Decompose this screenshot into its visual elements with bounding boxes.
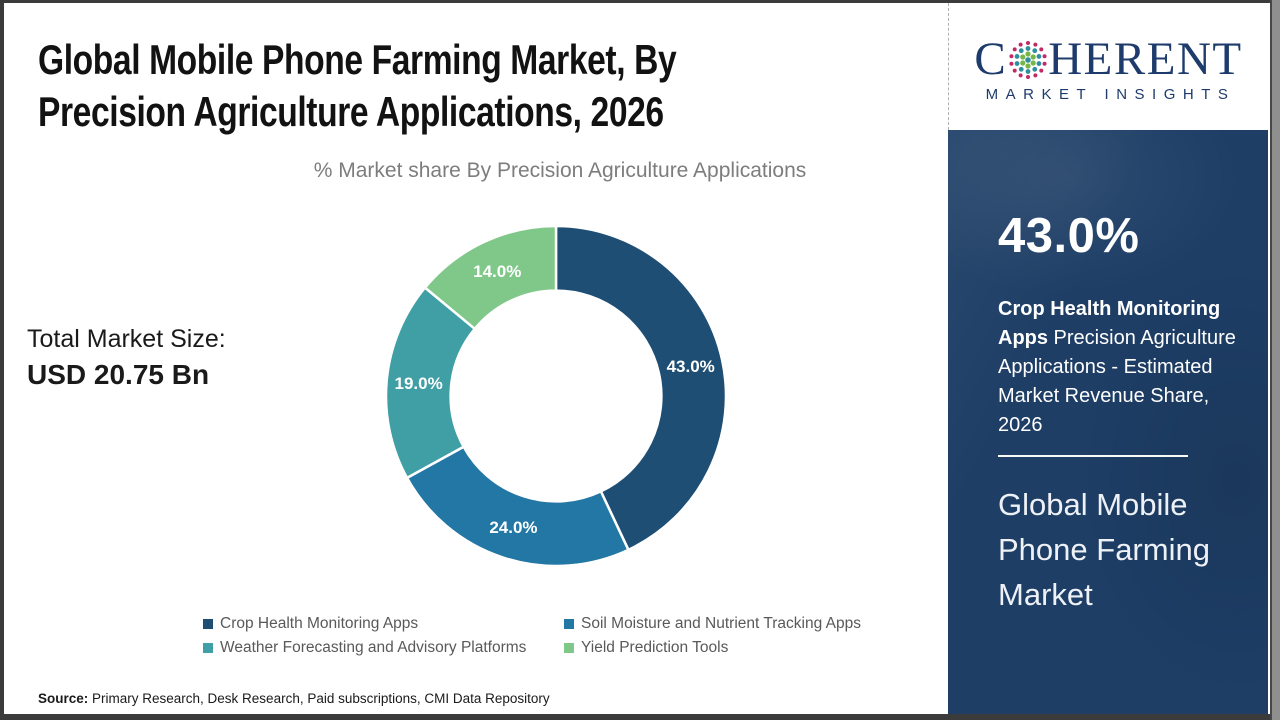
globe-dot [1019,47,1024,53]
brand-tagline: MARKET INSIGHTS [985,86,1236,103]
legend-label: Weather Forecasting and Advisory Platfor… [220,639,527,656]
total-market-size-block: Total Market Size: USD 20.75 Bn [27,324,226,392]
slice-data-label: 24.0% [489,518,537,537]
legend-label: Soil Moisture and Nutrient Tracking Apps [581,615,861,632]
page-title-line2: Precision Agriculture Applications, 2026 [38,88,664,135]
globe-dot [1025,56,1032,63]
donut-chart: 43.0% 24.0% 19.0% 14.0% [356,196,756,596]
globe-dot [1009,53,1014,58]
highlight-segment-name: Crop Health Monitoring Apps [998,298,1221,349]
globe-dot [1009,61,1014,66]
globe-dot [1025,45,1031,51]
globe-dot [1020,59,1026,66]
globe-dot [1030,53,1037,60]
highlight-stat-value: 43.0% [998,209,1140,263]
globe-dot [1025,68,1031,74]
globe-dot [1039,68,1044,73]
globe-dot [1032,47,1038,53]
market-name-title: Global Mobile Phone Farming Market [998,487,1210,612]
legend-label: Crop Health Monitoring Apps [220,615,419,632]
globe-dot [1026,40,1031,45]
legend-item: Yield Prediction Tools [564,639,861,656]
slice-data-label: 19.0% [394,374,442,393]
globe-dot [1018,42,1023,47]
chart-area: Global Mobile Phone Farming Market, By P… [4,3,948,714]
slice-data-label: 43.0% [667,357,715,376]
globe-dot [1033,42,1038,47]
donut-slice-1 [554,224,728,552]
source-text: Primary Research, Desk Research, Paid su… [88,691,550,706]
legend-item: Soil Moisture and Nutrient Tracking Apps [564,615,861,632]
source-label: Source: [38,691,89,706]
globe-dot [1012,46,1017,51]
highlight-stat-description: Crop Health Monitoring Apps Precision Ag… [998,295,1240,440]
globe-dot [1030,59,1037,66]
window-edge-strip [1270,0,1280,720]
globe-dots-icon [1009,40,1047,79]
donut-slice-4 [423,224,558,331]
globe-dot [1014,53,1020,59]
globe-dot [1039,46,1044,51]
globe-dot [1033,72,1038,77]
globe-dot [1026,74,1031,79]
chart-legend: Crop Health Monitoring Apps Soil Moisture… [203,615,861,656]
donut-slice-2 [405,445,630,568]
right-panel: C HERENT MARKET INSIGHTS 43.0% Crop Heal… [948,3,1268,714]
globe-dot [1042,53,1047,58]
logo-letters-herent: HERENT [1048,33,1243,85]
brand-logo-wordmark: C HERENT [974,36,1242,83]
logo-letter-c: C [974,33,1008,85]
legend-label: Yield Prediction Tools [581,639,729,656]
total-market-size-value: USD 20.75 Bn [27,359,210,390]
slice-data-label: 14.0% [473,262,521,281]
globe-dot [1019,66,1024,72]
legend-swatch-icon [564,642,574,653]
globe-dot [1042,61,1047,66]
page-title-line1: Global Mobile Phone Farming Market, By [38,36,677,83]
globe-dot [1014,60,1020,66]
globe-dot [1025,50,1031,57]
globe-dot [1036,60,1042,66]
legend-swatch-icon [203,642,213,653]
legend-item: Crop Health Monitoring Apps [203,615,564,632]
globe-dot [1025,62,1031,69]
chart-subtitle: % Market share By Precision Agriculture … [313,159,807,182]
globe-dot [1018,72,1023,77]
donut-chart-svg: 43.0% 24.0% 19.0% 14.0% [384,224,728,568]
globe-dot [1012,68,1017,73]
globe-dot [1032,66,1038,72]
divider-line [998,455,1188,457]
legend-swatch-icon [564,618,574,629]
total-market-size-label: Total Market Size: [27,325,226,353]
globe-dot [1020,53,1026,60]
globe-dot [1036,53,1042,59]
brand-logo: C HERENT MARKET INSIGHTS [948,3,1268,130]
legend-item: Weather Forecasting and Advisory Platfor… [203,639,564,656]
highlight-description-rest: Precision Agriculture Applications - Est… [998,327,1236,436]
legend-swatch-icon [203,618,213,629]
source-line: Source: Primary Research, Desk Research,… [38,691,550,706]
slide-canvas: Global Mobile Phone Farming Market, By P… [4,3,1270,714]
highlight-panel: 43.0% Crop Health Monitoring Apps Precis… [948,130,1268,714]
page-title: Global Mobile Phone Farming Market, By P… [38,34,836,138]
